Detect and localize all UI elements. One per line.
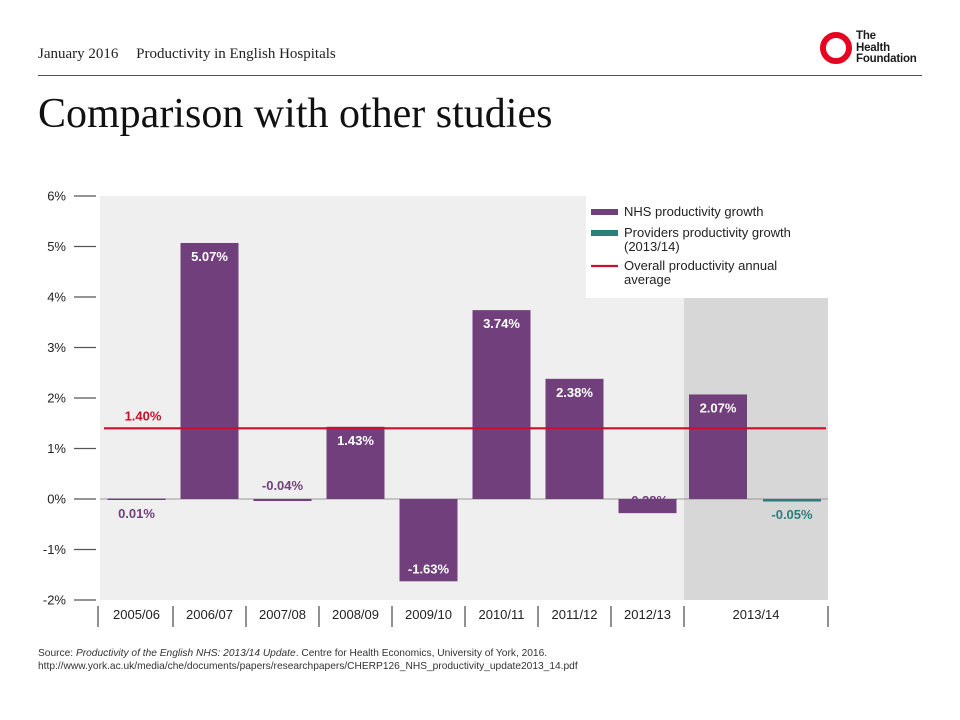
bar-label-nhs: 5.07% xyxy=(191,249,228,264)
logo-ring-icon xyxy=(820,32,852,64)
page-title: Comparison with other studies xyxy=(38,91,553,137)
source-rest: . Centre for Health Economics, Universit… xyxy=(295,648,548,659)
bar-label-nhs: 2.07% xyxy=(700,400,737,415)
bar-providers xyxy=(763,499,821,502)
y-tick-label: 3% xyxy=(47,340,66,355)
x-tick-label: 2012/13 xyxy=(624,607,671,622)
x-tick-label: 2008/09 xyxy=(332,607,379,622)
legend-swatch-bar xyxy=(591,230,618,236)
bar-label-nhs: 0.01% xyxy=(118,506,155,521)
legend-background xyxy=(586,196,828,298)
x-tick-label: 2013/14 xyxy=(733,607,780,622)
header-subtitle: Productivity in English Hospitals xyxy=(136,46,336,62)
logo-line-2: Health xyxy=(856,41,890,54)
bar-nhs xyxy=(545,378,604,499)
legend-entry-label: average xyxy=(624,272,671,287)
bar-label-providers: -0.05% xyxy=(771,507,813,522)
bar-nhs xyxy=(399,499,458,582)
y-tick-label: 5% xyxy=(47,239,66,254)
legend-entry-label: Providers productivity growth xyxy=(624,225,791,240)
bar-nhs xyxy=(618,499,677,514)
x-tick-label: 2011/12 xyxy=(551,607,597,622)
y-tick-label: 6% xyxy=(47,189,66,204)
header-divider xyxy=(38,75,922,76)
bar-nhs xyxy=(689,394,747,499)
y-tick-label: 2% xyxy=(47,391,66,406)
legend-entry-label: NHS productivity growth xyxy=(624,204,763,219)
health-foundation-logo: The Health Foundation xyxy=(820,30,930,70)
bar-label-nhs: 1.43% xyxy=(337,433,374,448)
bar-label-nhs: 3.74% xyxy=(483,316,520,331)
bar-nhs xyxy=(180,242,239,499)
legend-entry-label: Overall productivity annual xyxy=(624,258,777,273)
bar-nhs xyxy=(472,310,531,499)
legend-swatch-bar xyxy=(591,209,618,215)
chart-source: Source: Productivity of the English NHS:… xyxy=(38,647,578,673)
header-date: January 2016 xyxy=(38,46,119,62)
x-tick-label: 2005/06 xyxy=(113,607,160,622)
reference-line-label: 1.40% xyxy=(125,408,162,423)
source-url[interactable]: http://www.york.ac.uk/media/che/document… xyxy=(38,661,578,672)
source-prefix: Source: xyxy=(38,648,76,659)
y-tick-label: 4% xyxy=(47,290,66,305)
x-tick-label: 2007/08 xyxy=(259,607,306,622)
x-tick-label: 2009/10 xyxy=(405,607,452,622)
source-title: Productivity of the English NHS: 2013/14… xyxy=(75,648,296,659)
y-tick-label: -1% xyxy=(43,542,67,557)
bar-nhs xyxy=(326,426,385,499)
bar-nhs xyxy=(107,498,166,500)
y-tick-label: -2% xyxy=(43,593,67,608)
x-tick-label: 2006/07 xyxy=(186,607,233,622)
y-tick-label: 1% xyxy=(47,441,66,456)
x-tick-label: 2010/11 xyxy=(478,607,524,622)
bar-nhs xyxy=(253,499,312,502)
logo-line-3: Foundation xyxy=(856,53,917,65)
bar-label-nhs: 2.38% xyxy=(556,385,593,400)
bar-label-nhs: -0.28% xyxy=(627,493,669,508)
bar-label-nhs: -0.04% xyxy=(262,478,304,493)
bar-label-nhs: -1.63% xyxy=(408,561,450,576)
y-tick-label: 0% xyxy=(47,492,66,507)
legend-entry-label: (2013/14) xyxy=(624,239,680,254)
logo-line-1: The xyxy=(856,30,876,42)
header-meta: January 2016 Productivity in English Hos… xyxy=(38,46,336,63)
logo-text: The Health Foundation xyxy=(856,30,917,66)
